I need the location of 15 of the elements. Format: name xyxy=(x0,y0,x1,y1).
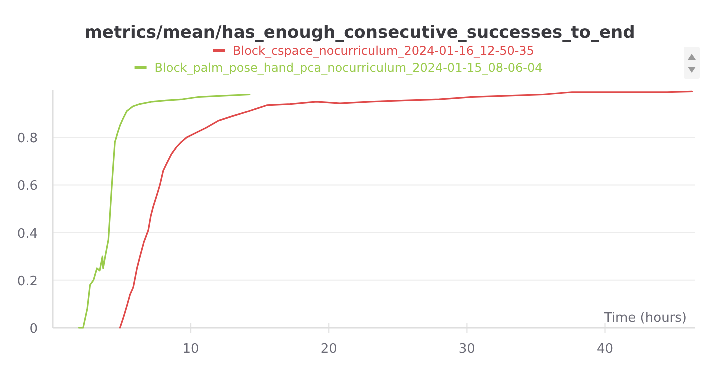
y-tick-label: 0.8 xyxy=(17,132,38,147)
legend-label: Block_cspace_nocurriculum_2024-01-16_12-50-35 xyxy=(233,44,534,58)
x-tick-label: 40 xyxy=(596,342,614,357)
y-tick-label: 0.6 xyxy=(17,179,38,194)
chart-title: metrics/mean/has_enough_consecutive_successes_to_end xyxy=(84,23,636,43)
x-tick-label: 30 xyxy=(458,342,476,357)
line-series xyxy=(119,90,694,329)
y-tick-label: 0.2 xyxy=(17,274,38,290)
line-series xyxy=(78,94,251,329)
x-tick-label: 10 xyxy=(182,342,200,357)
x-axis-title: Time (hours) xyxy=(603,311,687,326)
x-tick-label: 20 xyxy=(320,342,338,357)
y-tick-label: 0 xyxy=(30,322,38,337)
legend-label: Block_palm_pose_hand_pca_nocurriculum_2024-01-15_08-06-04 xyxy=(154,61,543,75)
y-tick-label: 0.4 xyxy=(17,226,38,242)
